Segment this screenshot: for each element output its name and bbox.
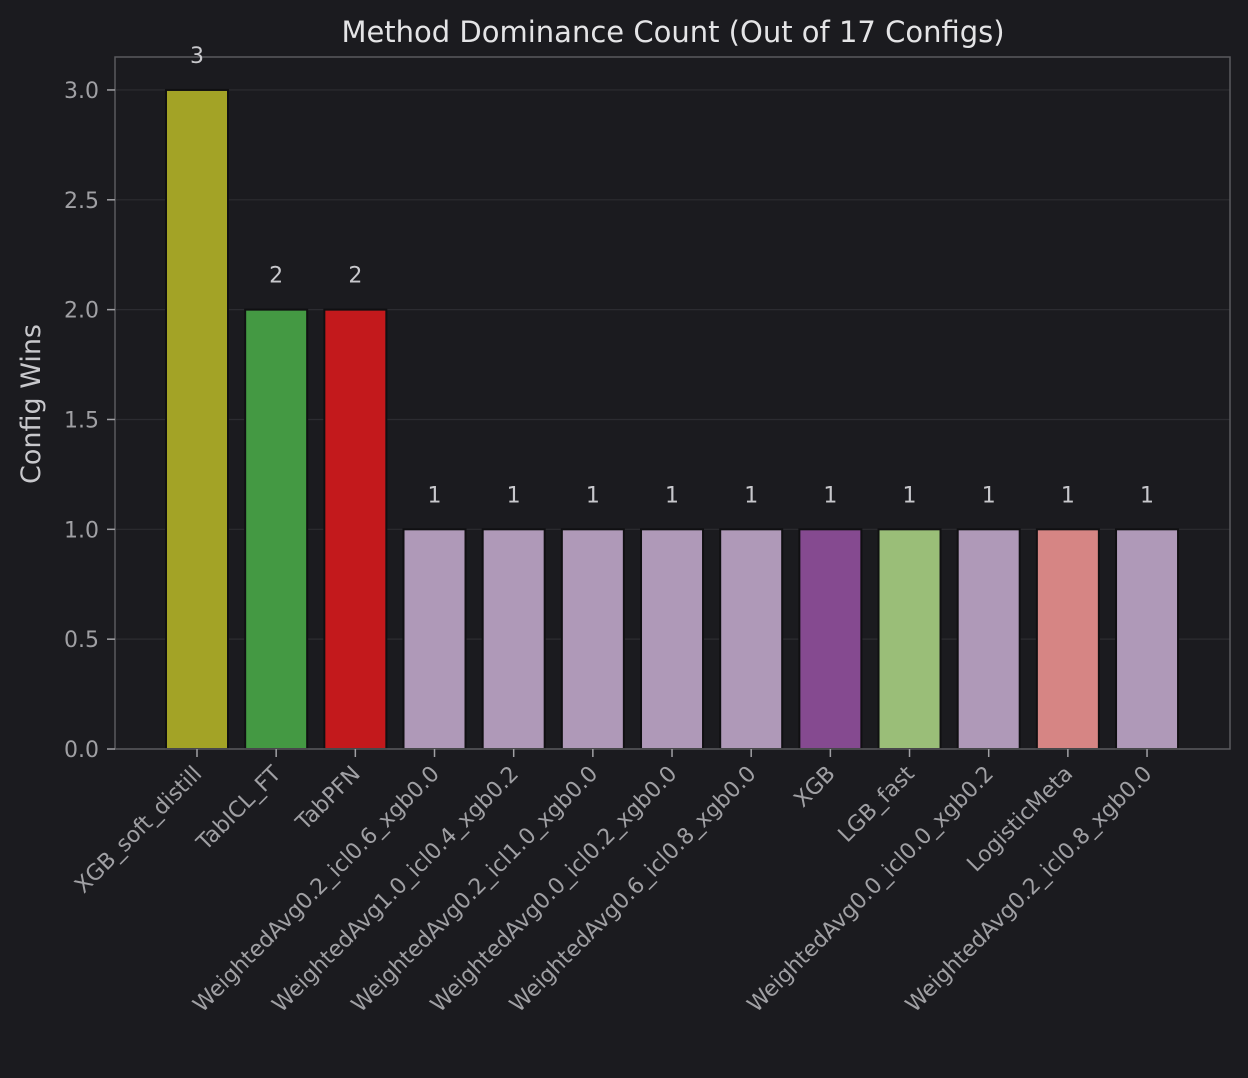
data-label: 1 <box>665 483 679 508</box>
bar <box>560 528 625 750</box>
data-label: 1 <box>1061 483 1075 508</box>
y-tick-label: 3.0 <box>64 79 99 104</box>
data-label: 1 <box>823 483 837 508</box>
bar <box>640 528 705 750</box>
bar <box>1035 528 1100 750</box>
data-labels: 3 2 2 1 1 1 1 1 1 1 1 1 1 <box>190 44 1154 508</box>
chart-title: Method Dominance Count (Out of 17 Config… <box>341 15 1004 49</box>
data-label: 3 <box>190 44 204 69</box>
y-axis-ticks: 0.0 0.5 1.0 1.5 2.0 2.5 3.0 <box>64 79 115 763</box>
y-tick-label: 0.0 <box>64 738 99 763</box>
y-tick-label: 2.5 <box>64 189 99 214</box>
data-label: 1 <box>507 483 521 508</box>
bar <box>402 528 467 750</box>
bar <box>244 308 309 750</box>
data-label: 1 <box>982 483 996 508</box>
y-tick-label: 1.0 <box>64 518 99 543</box>
data-label: 1 <box>903 483 917 508</box>
data-label: 1 <box>428 483 442 508</box>
bar <box>323 308 388 750</box>
data-label: 2 <box>348 264 362 289</box>
bar <box>956 528 1021 750</box>
data-label: 1 <box>744 483 758 508</box>
bar <box>1115 528 1180 750</box>
y-tick-label: 0.5 <box>64 628 99 653</box>
bar <box>481 528 546 750</box>
y-tick-label: 1.5 <box>64 408 99 433</box>
data-label: 2 <box>269 264 283 289</box>
bar <box>798 528 863 750</box>
y-axis-label: Config Wins <box>16 324 47 484</box>
data-label: 1 <box>586 483 600 508</box>
bar <box>877 528 942 750</box>
bar <box>165 88 229 750</box>
data-label: 1 <box>1140 483 1154 508</box>
bar <box>719 528 784 750</box>
y-tick-label: 2.0 <box>64 299 99 324</box>
